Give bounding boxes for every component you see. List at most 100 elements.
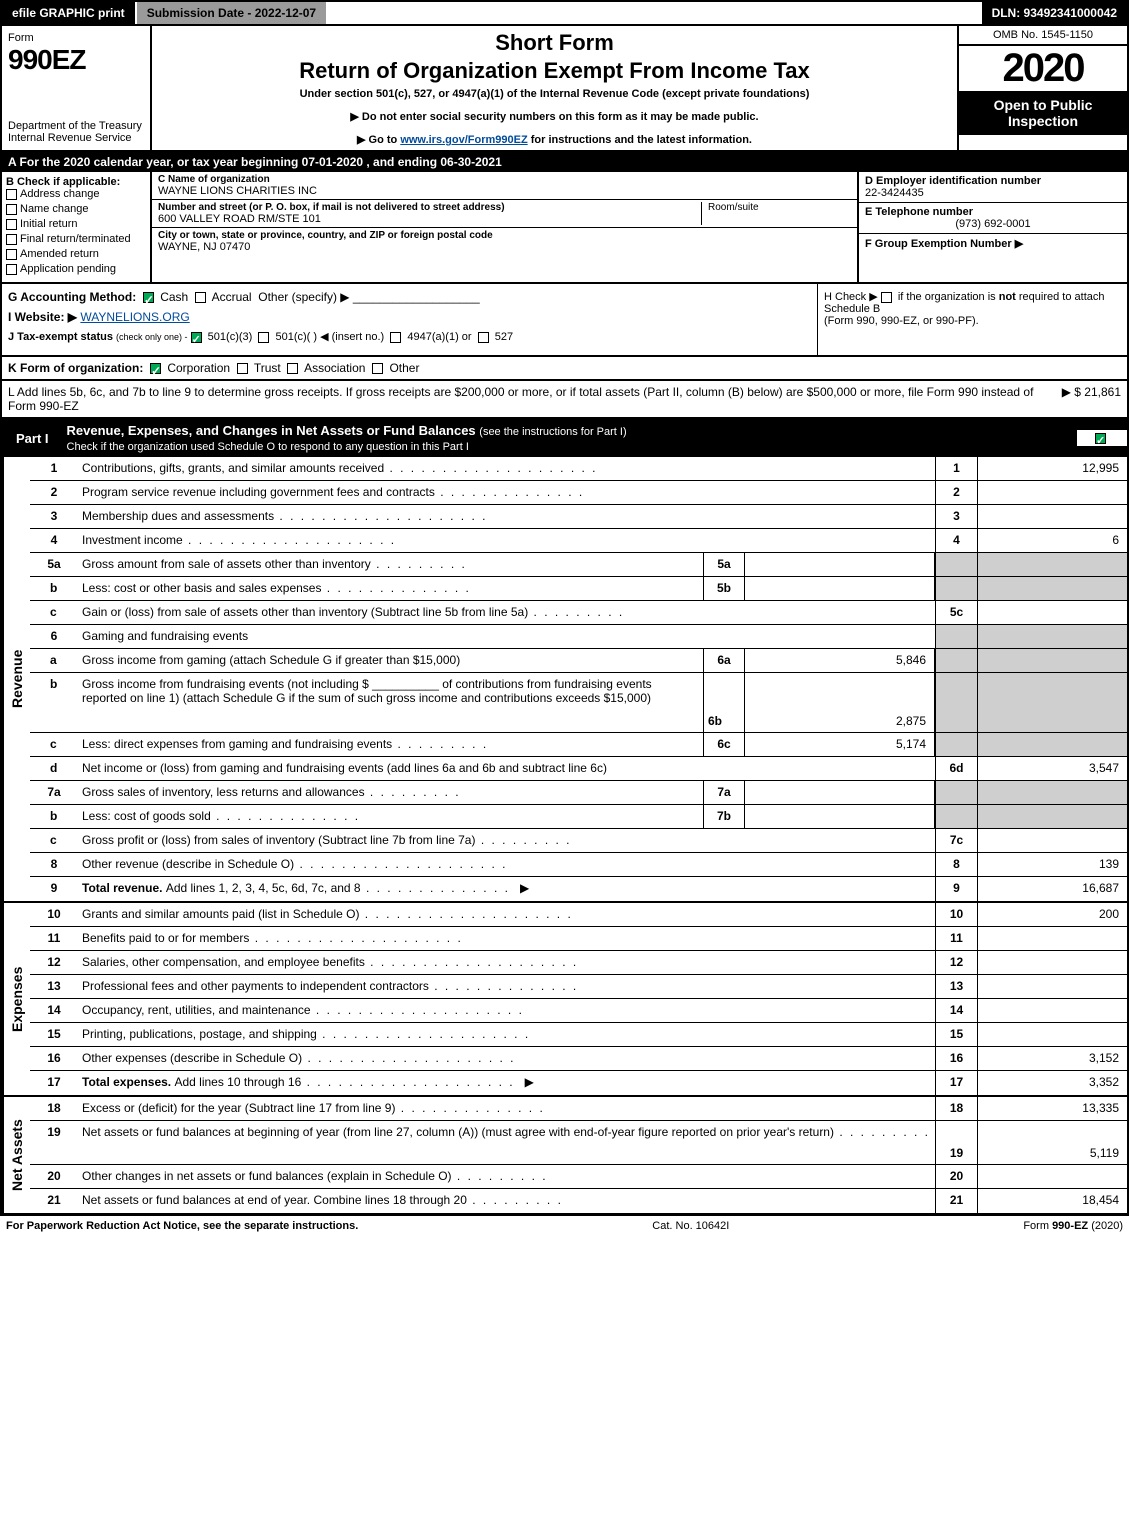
ln7b-desc: Less: cost of goods sold (78, 805, 703, 828)
cb-final-return[interactable]: Final return/terminated (6, 233, 146, 245)
line-20: 20 Other changes in net assets or fund b… (30, 1165, 1127, 1189)
line-21: 21 Net assets or fund balances at end of… (30, 1189, 1127, 1213)
ln7c-desc: Gross profit or (loss) from sales of inv… (78, 829, 935, 852)
under-section-text: Under section 501(c), 527, or 4947(a)(1)… (162, 88, 947, 100)
ln6d-desc: Net income or (loss) from gaming and fun… (78, 757, 935, 780)
ln9-desc: Total revenue. Add lines 1, 2, 3, 4, 5c,… (78, 877, 935, 901)
ln5c-val (977, 601, 1127, 624)
schedule-o-checkbox[interactable]: ✓ (1076, 430, 1127, 446)
ln7a-midval (745, 781, 935, 804)
ln17-bold: Total expenses. (82, 1075, 174, 1089)
cb-address-change[interactable]: Address change (6, 188, 146, 200)
ln7a-desc: Gross sales of inventory, less returns a… (78, 781, 703, 804)
ln5b-midval (745, 577, 935, 600)
line-6b: b Gross income from fundraising events (… (30, 673, 1127, 733)
part1-table: Revenue 1 Contributions, gifts, grants, … (0, 457, 1129, 1215)
k-other: Other (389, 361, 419, 375)
ln1-desc: Contributions, gifts, grants, and simila… (78, 457, 935, 480)
ln12-num: 12 (30, 951, 78, 974)
org-name-row: C Name of organization WAYNE LIONS CHARI… (152, 172, 857, 200)
cash-checkbox[interactable]: ✓ (143, 292, 154, 303)
footer-left: For Paperwork Reduction Act Notice, see … (6, 1220, 358, 1232)
line-6d: d Net income or (loss) from gaming and f… (30, 757, 1127, 781)
tax-year-row: A For the 2020 calendar year, or tax yea… (0, 152, 1129, 172)
ln13-num: 13 (30, 975, 78, 998)
cb-amended-return[interactable]: Amended return (6, 248, 146, 260)
h-checkbox[interactable] (881, 292, 892, 303)
tax-exempt-status: J Tax-exempt status (check only one) - ✓… (8, 330, 811, 343)
dept-irs: Internal Revenue Service (8, 132, 132, 144)
checkbox-icon[interactable] (6, 249, 17, 260)
cb-name-change[interactable]: Name change (6, 203, 146, 215)
4947-checkbox[interactable] (390, 332, 401, 343)
website-line: I Website: ▶ WAYNELIONS.ORG (8, 310, 811, 324)
ln16-val: 3,152 (977, 1047, 1127, 1070)
other-label: Other (specify) ▶ (258, 290, 349, 304)
h-text1: H Check ▶ (824, 291, 878, 303)
ln20-endnum: 20 (935, 1165, 977, 1188)
501c-checkbox[interactable] (258, 332, 269, 343)
ln7c-num: c (30, 829, 78, 852)
checkbox-icon[interactable] (6, 264, 17, 275)
j-opt4: 527 (495, 331, 513, 343)
ln6b-desc: Gross income from fundraising events (no… (78, 673, 703, 732)
checkbox-icon[interactable] (6, 219, 17, 230)
ln7b-midval (745, 805, 935, 828)
ln7b-midnum: 7b (703, 805, 745, 828)
cb-label: Amended return (20, 248, 99, 260)
ln6b-num: b (30, 673, 78, 732)
ln8-val: 139 (977, 853, 1127, 876)
assoc-checkbox[interactable] (287, 363, 298, 374)
cb-application-pending[interactable]: Application pending (6, 263, 146, 275)
ln6-shaded (935, 625, 977, 648)
ln15-desc: Printing, publications, postage, and shi… (78, 1023, 935, 1046)
checkbox-icon[interactable] (6, 189, 17, 200)
telephone-row: E Telephone number (973) 692-0001 (859, 203, 1127, 234)
ln11-num: 11 (30, 927, 78, 950)
ln14-val (977, 999, 1127, 1022)
h-text4: (Form 990, 990-EZ, or 990-PF). (824, 315, 979, 327)
line-7c: c Gross profit or (loss) from sales of i… (30, 829, 1127, 853)
ln17-rest: Add lines 10 through 16 (174, 1075, 514, 1089)
k-assoc: Association (304, 361, 365, 375)
ln16-desc: Other expenses (describe in Schedule O) (78, 1047, 935, 1070)
ln20-val (977, 1165, 1127, 1188)
checkbox-icon[interactable] (6, 234, 17, 245)
ln5c-desc: Gain or (loss) from sale of assets other… (78, 601, 935, 624)
cb-label: Final return/terminated (20, 233, 131, 245)
info-grid: B Check if applicable: Address change Na… (0, 172, 1129, 284)
checkbox-icon[interactable] (6, 204, 17, 215)
ln5a-shaded (935, 553, 977, 576)
part1-badge: Part I (2, 427, 63, 450)
k-trust: Trust (254, 361, 281, 375)
cb-initial-return[interactable]: Initial return (6, 218, 146, 230)
corp-checkbox[interactable]: ✓ (150, 363, 161, 374)
irs-link[interactable]: www.irs.gov/Form990EZ (400, 134, 527, 146)
trust-checkbox[interactable] (237, 363, 248, 374)
ln15-endnum: 15 (935, 1023, 977, 1046)
501c3-checkbox[interactable]: ✓ (191, 332, 202, 343)
efile-print-button[interactable]: efile GRAPHIC print (2, 2, 137, 24)
l-amount: ▶ $ 21,861 (1042, 385, 1121, 413)
gh-left: G Accounting Method: ✓ Cash Accrual Othe… (2, 284, 817, 355)
ein-value: 22-3424435 (865, 187, 924, 199)
line-9: 9 Total revenue. Add lines 1, 2, 3, 4, 5… (30, 877, 1127, 901)
submission-date-button[interactable]: Submission Date - 2022-12-07 (137, 2, 328, 24)
ln5a-shaded-val (977, 553, 1127, 576)
ln2-endnum: 2 (935, 481, 977, 504)
ln3-endnum: 3 (935, 505, 977, 528)
ln1-val: 12,995 (977, 457, 1127, 480)
ln11-desc: Benefits paid to or for members (78, 927, 935, 950)
ln8-endnum: 8 (935, 853, 977, 876)
ln13-desc: Professional fees and other payments to … (78, 975, 935, 998)
other-checkbox[interactable] (372, 363, 383, 374)
ln6c-desc: Less: direct expenses from gaming and fu… (78, 733, 703, 756)
ln5b-shaded-val (977, 577, 1127, 600)
header-left: Form 990EZ Department of the Treasury In… (2, 26, 152, 150)
website-link[interactable]: WAYNELIONS.ORG (80, 310, 189, 324)
527-checkbox[interactable] (478, 332, 489, 343)
line-4: 4 Investment income 4 6 (30, 529, 1127, 553)
part1-sub: (see the instructions for Part I) (479, 426, 626, 438)
accrual-checkbox[interactable] (195, 292, 206, 303)
ln14-endnum: 14 (935, 999, 977, 1022)
